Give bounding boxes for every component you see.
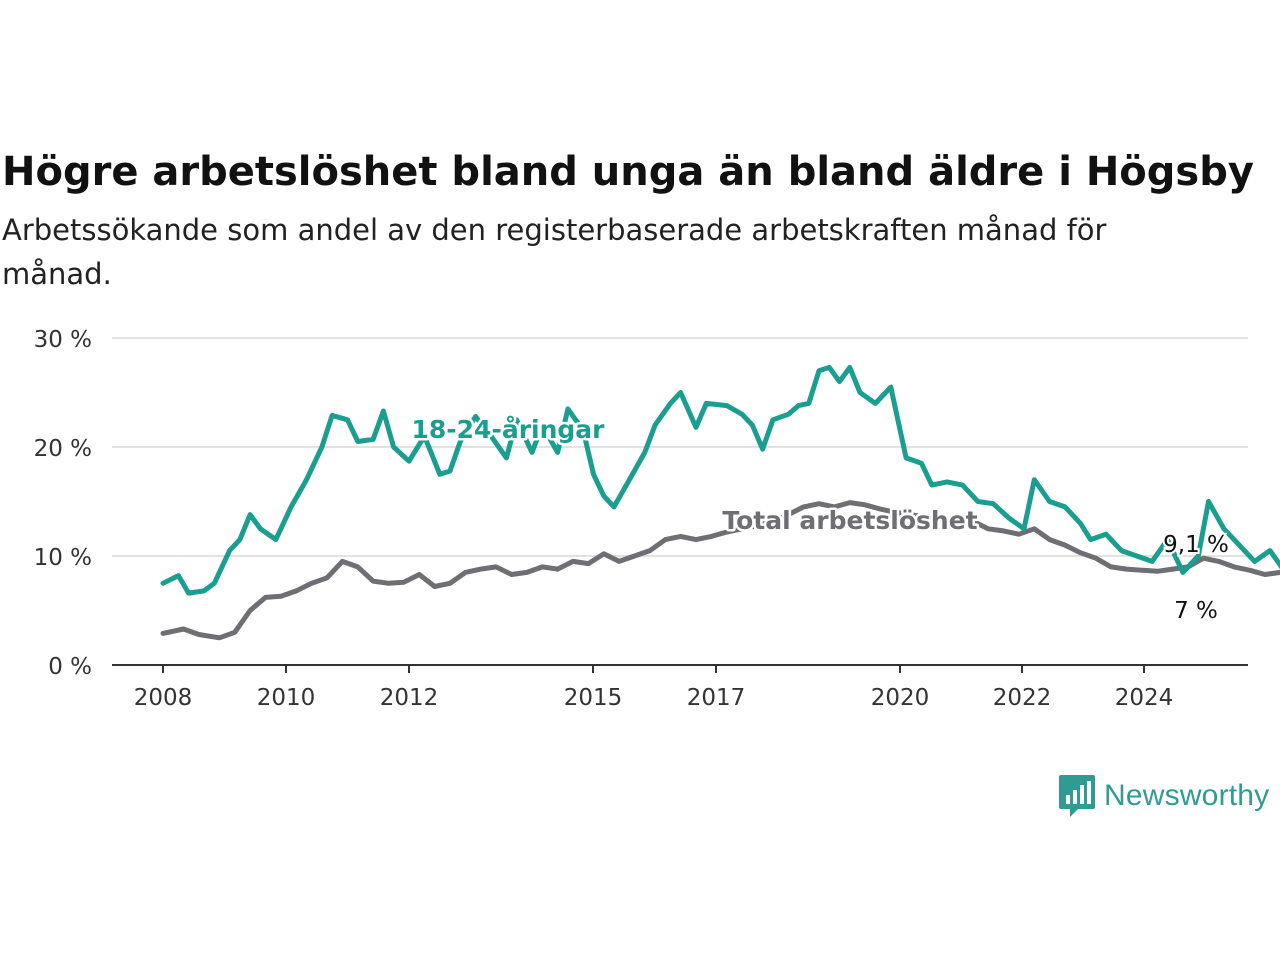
chart-title: Högre arbetslöshet bland unga än bland ä… [2,149,1254,195]
y-tick-label: 30 % [34,327,92,353]
x-tick-label: 2012 [380,685,439,711]
y-tick-label: 20 % [34,436,92,462]
line-chart: 0 % 10 % 20 % 30 % 18-24-åringar Total arbet… [34,327,1280,711]
chart-subtitle: Arbetssökande som andel av den registerb… [2,213,1107,291]
x-tick-label: 2017 [687,685,746,711]
y-axis-tick-labels: 0 % 10 % 20 % 30 % [34,327,92,680]
series-label-18-24: 18-24-åringar [412,415,606,444]
chart-speech-bubble-icon [1059,775,1095,817]
series-label-total: Total arbetslöshet [722,506,977,535]
x-tick-label: 2010 [257,685,316,711]
x-tick-label: 2015 [564,685,623,711]
series-line-18-24 [160,364,1280,596]
x-tick-label: 2022 [993,685,1052,711]
x-tick-label: 2020 [871,685,930,711]
x-axis: 2008 2010 2012 2015 2017 2020 2022 2024 [112,664,1248,711]
x-tick-label: 2024 [1115,685,1174,711]
series-lines [160,364,1280,641]
grid-lines [112,337,1248,557]
end-value-label-total: 9,1 % [1163,532,1229,558]
y-tick-label: 10 % [34,545,92,571]
end-value-label-18-24: 7 % [1174,598,1218,624]
y-tick-label: 0 % [48,654,92,680]
brand-logo[interactable]: Newsworthy [1058,772,1269,820]
x-tick-label: 2008 [134,685,193,711]
series-line-total [160,500,1280,641]
brand-name: Newsworthy [1104,779,1270,812]
series-labels: 18-24-åringar Total arbetslöshet 9,1 % 7 % [409,413,1231,627]
